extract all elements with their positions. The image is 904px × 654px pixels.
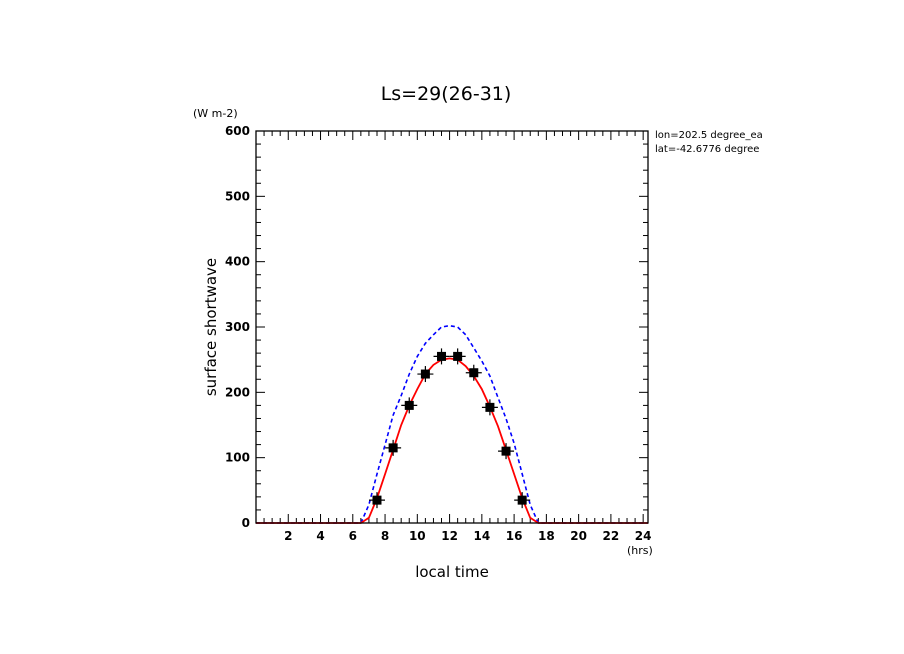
y-unit-label: (W m-2) — [193, 107, 238, 120]
data-point-marker — [514, 492, 531, 509]
x-tick-label: 16 — [506, 529, 523, 543]
y-tick-label: 500 — [225, 189, 250, 203]
data-point-marker — [401, 397, 418, 414]
series-line-solid — [256, 357, 648, 524]
x-tick-label: 8 — [381, 529, 389, 543]
annotation-lon: lon=202.5 degree_ea — [655, 130, 763, 141]
x-unit-label: (hrs) — [627, 544, 653, 557]
y-tick-label: 100 — [225, 451, 250, 465]
x-tick-label: 20 — [570, 529, 587, 543]
x-tick-label: 2 — [284, 529, 292, 543]
chart-title: Ls=29(26-31) — [381, 83, 512, 105]
x-tick-label: 24 — [635, 529, 652, 543]
y-tick-label: 400 — [225, 255, 250, 269]
data-point-marker — [433, 348, 450, 365]
data-point-marker — [481, 399, 498, 416]
data-point-marker — [449, 348, 466, 365]
y-tick-label: 0 — [242, 516, 250, 530]
x-tick-label: 14 — [473, 529, 490, 543]
y-tick-label: 600 — [225, 124, 250, 138]
x-tick-label: 22 — [603, 529, 620, 543]
data-point-marker — [385, 439, 402, 456]
y-tick-label: 300 — [225, 320, 250, 334]
data-point-marker — [417, 366, 434, 383]
data-point-marker — [368, 492, 385, 509]
series-line-dashed — [256, 324, 648, 524]
x-tick-label: 18 — [538, 529, 555, 543]
x-tick-label: 6 — [349, 529, 357, 543]
x-tick-label: 4 — [316, 529, 324, 543]
x-axis-label: local time — [415, 563, 489, 581]
data-point-marker — [465, 364, 482, 381]
x-tick-label: 10 — [409, 529, 426, 543]
y-tick-label: 200 — [225, 385, 250, 399]
annotation-lat: lat=-42.6776 degree — [655, 144, 759, 155]
plot-frame — [255, 130, 649, 524]
y-axis-label: surface shortwave — [202, 258, 220, 396]
x-tick-label: 12 — [441, 529, 458, 543]
data-point-marker — [498, 443, 515, 460]
